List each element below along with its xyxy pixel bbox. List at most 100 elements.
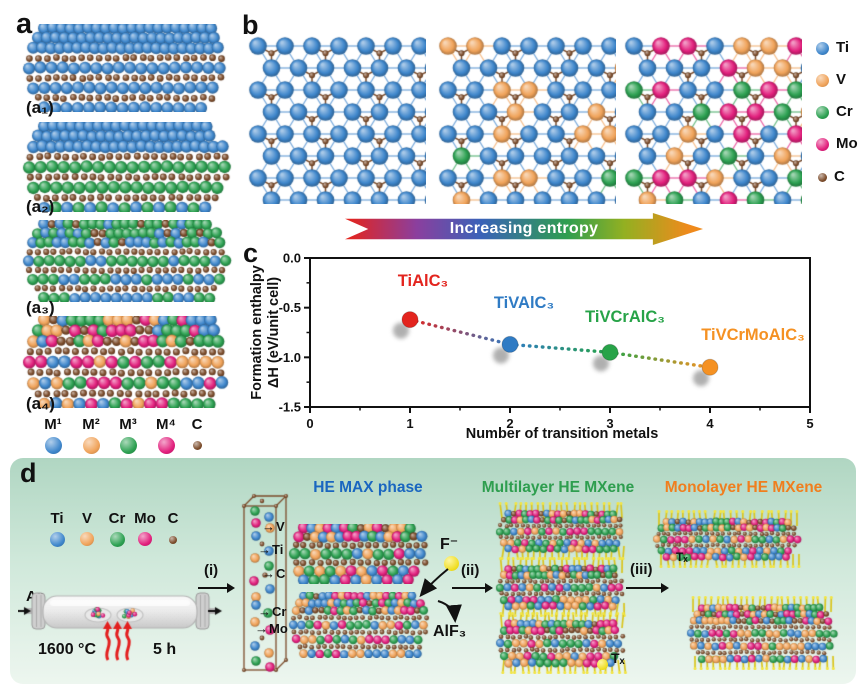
legend-d-item-ti: Ti (42, 510, 72, 547)
atom-label-c: C (276, 566, 286, 581)
legend-d-label-cr: Cr (108, 510, 126, 527)
fluoride-etchant-label: F⁻ (440, 536, 459, 553)
svg-text:2: 2 (506, 416, 513, 431)
svg-text:-0.5: -0.5 (279, 300, 301, 315)
structure-a4-label: (a₄) (26, 394, 55, 413)
legend-b-label-cr: Cr (836, 103, 853, 120)
step-iii-arrow-icon (626, 582, 669, 594)
legend-d-label-mo: Mo (134, 510, 156, 527)
arrow-right-icon: → (255, 621, 268, 636)
max-phase-slab-1-canvas (288, 524, 433, 584)
ti-sphere-icon (816, 41, 829, 55)
structure-a4-canvas (22, 316, 234, 408)
atom-label-v: V (276, 519, 285, 534)
fluoride-ion-sphere-icon (444, 556, 459, 571)
legend-d-label-v: V (81, 510, 92, 527)
atom-label-mo: Mo (269, 621, 288, 636)
svg-text:-1.5: -1.5 (279, 400, 301, 415)
legend-a-item-c: C (180, 416, 214, 450)
furnace-temperature-label: 1600 °C (38, 641, 96, 658)
legend-a-label-m4: M⁴ (156, 416, 176, 433)
multilayer-mxene-layer-1-canvas (495, 502, 629, 560)
etchant-in-arrow-icon (419, 568, 449, 598)
lattice-3-metal-canvas (436, 32, 616, 204)
furnace-duration-label: 5 h (153, 641, 177, 658)
svg-text:5: 5 (806, 416, 813, 431)
multilayer-he-mxene-title: Multilayer HE MXene (481, 479, 635, 496)
step-iii-label: (iii) (630, 561, 653, 578)
c-sphere-icon (192, 440, 202, 450)
legend-d-item-mo: Mo (130, 510, 160, 546)
legend-d-item-v: V (72, 510, 102, 546)
legend-a-item-m4: M⁴ (149, 416, 183, 454)
tube-furnace-canvas (18, 588, 223, 666)
unit-cell-callout-v: → V (262, 520, 285, 533)
cr-sphere-icon (109, 531, 125, 547)
legend-d-item-cr: Cr (102, 510, 132, 547)
structure-a3-canvas (22, 220, 234, 302)
legend-a-item-m1: M¹ (36, 416, 70, 454)
panel-b-label: b (242, 10, 259, 40)
panel-d-label: d (20, 458, 37, 488)
svg-text:TiAlC₃: TiAlC₃ (398, 272, 448, 290)
svg-text:Formation enthalpy: Formation enthalpy (249, 265, 265, 400)
legend-d-item-c: C (158, 510, 188, 544)
atom-label-cr: Cr (272, 604, 287, 619)
structure-a3-label: (a₃) (26, 298, 55, 317)
svg-text:4: 4 (706, 416, 714, 431)
unit-cell-callout-cr: → Cr (258, 605, 286, 618)
mo-sphere-icon (816, 137, 829, 151)
m4-sphere-icon (157, 436, 175, 454)
termination-sphere-icon (597, 659, 608, 670)
svg-text:-1.0: -1.0 (279, 350, 301, 365)
c-small-sphere-icon (818, 172, 827, 182)
structure-a1-canvas (22, 24, 234, 112)
step-ii-arrow-icon (452, 582, 493, 594)
etch-reaction-arrows (419, 568, 462, 623)
legend-b-label-ti: Ti (836, 39, 850, 56)
arrow-right-icon: → (258, 604, 271, 619)
c-sphere-icon (169, 535, 177, 544)
cr-sphere-icon (816, 105, 829, 119)
legend-a-label-m1: M¹ (44, 416, 62, 433)
structure-a2-canvas (22, 122, 234, 212)
legend-b-item-v: V (816, 71, 847, 89)
arrow-right-icon: → (262, 566, 275, 581)
multilayer-mxene-layer-3-canvas (495, 612, 629, 674)
legend-b-label-v: V (836, 71, 847, 88)
step-i-label: (i) (204, 562, 219, 579)
he-max-phase-title: HE MAX phase (313, 479, 423, 496)
legend-a-item-m3: M³ (111, 416, 145, 454)
termination-tx-label: Tₓ (611, 650, 625, 666)
svg-text:TiVCrAlC₃: TiVCrAlC₃ (585, 308, 665, 326)
svg-text:TiVAlC₃: TiVAlC₃ (494, 294, 554, 312)
m2-sphere-icon (82, 436, 100, 454)
legend-b-label-mo: Mo (836, 135, 858, 152)
step-i-arrow-icon (198, 582, 235, 594)
legend-b-item-c: C (818, 168, 845, 186)
arrow-right-icon: → (258, 542, 271, 557)
legend-a-item-m2: M² (74, 416, 108, 454)
legend-a-label-c: C (191, 416, 203, 433)
lattice-1-metal-canvas (246, 32, 426, 204)
monolayer-he-mxene-title: Monolayer HE MXene (664, 479, 823, 496)
lattice-4-metal-canvas (622, 32, 802, 204)
m3-sphere-icon (119, 436, 137, 454)
legend-a-label-m3: M³ (119, 416, 137, 433)
legend-b-item-cr: Cr (816, 103, 853, 121)
monolayer-mxene-flake-2-canvas (686, 596, 840, 670)
svg-text:Number of transition metals: Number of transition metals (466, 426, 659, 442)
legend-b-label-c: C (834, 168, 845, 185)
svg-text:TiVCrMoAlC₃: TiVCrMoAlC₃ (701, 326, 805, 344)
panel-c-label: c (243, 238, 259, 268)
byproduct-out-arrow-icon (437, 600, 462, 623)
alf3-byproduct-label: AlF₃ (433, 623, 467, 640)
unit-cell-callout-mo: → Mo (255, 622, 288, 635)
svg-text:3: 3 (606, 416, 613, 431)
svg-text:0.0: 0.0 (283, 251, 301, 266)
legend-a-label-m2: M² (82, 416, 100, 433)
mo-sphere-icon (138, 531, 152, 546)
m1-sphere-icon (44, 436, 62, 454)
unit-cell-callout-c: → C (262, 567, 285, 580)
